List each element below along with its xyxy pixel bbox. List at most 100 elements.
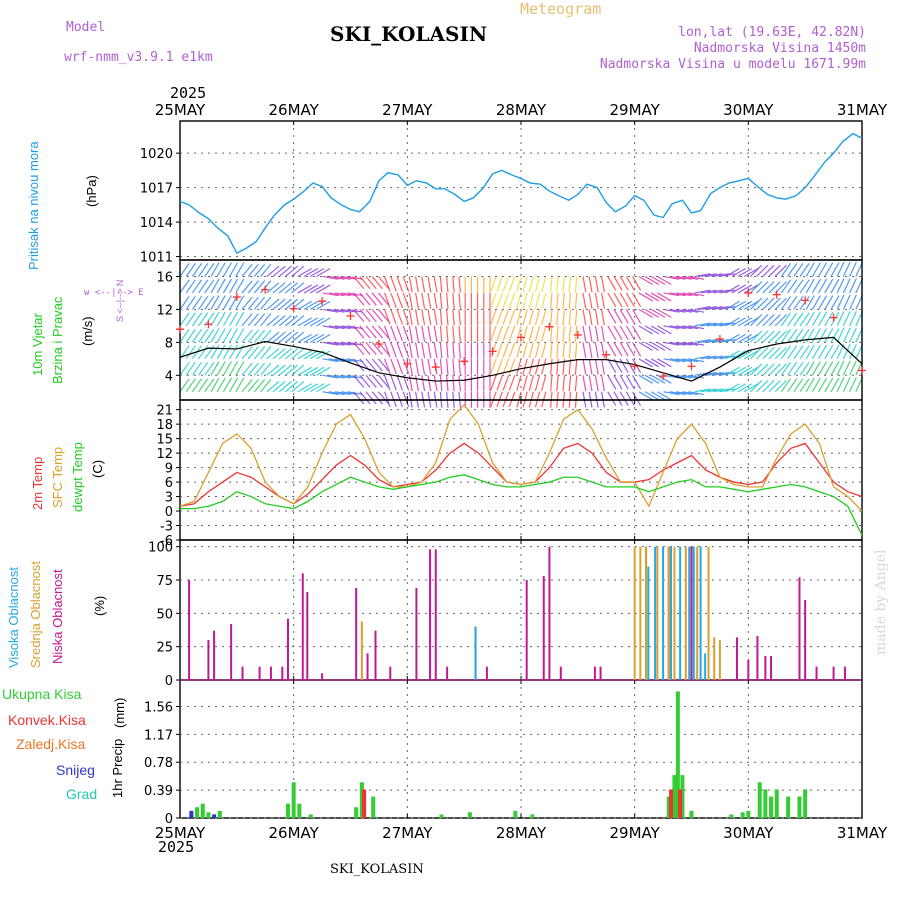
wind-barb: [490, 358, 497, 375]
wind-barb: [359, 374, 371, 388]
wind-barb: [377, 292, 390, 306]
wind-barb: [756, 363, 769, 376]
wind-barb: [396, 276, 404, 292]
precip-bar: [530, 814, 535, 818]
wind-barb: [516, 309, 522, 326]
wind-barb: [185, 361, 196, 376]
wind-barb: [787, 312, 798, 327]
precip-bar: [803, 789, 808, 818]
wind-barb: [496, 276, 503, 292]
temp-2m-line: [179, 442, 863, 507]
low-cloud-bar: [366, 653, 369, 680]
wind-barb: [303, 300, 319, 310]
wind-barb: [706, 388, 723, 393]
wind-barb: [253, 296, 266, 310]
wind-barb: [632, 309, 642, 324]
wind-barb: [743, 284, 759, 294]
wind-barb: [619, 292, 629, 308]
wind-barb: [762, 347, 775, 360]
precip-bar: [206, 812, 211, 818]
wind-barb: [682, 358, 699, 363]
wind-barb: [408, 309, 413, 326]
wind-barb: [278, 265, 292, 277]
wind-barb: [516, 325, 522, 342]
wind-barb: [663, 341, 680, 346]
wind-barb: [402, 276, 410, 292]
wind-gust-marker: [659, 372, 668, 381]
wind-barb: [247, 313, 259, 327]
wind-barb: [446, 358, 449, 375]
wind-barb: [594, 276, 599, 293]
wind-barb: [490, 292, 497, 309]
wind-barb: [297, 333, 312, 343]
wind-barb: [675, 325, 692, 330]
wind-barb: [516, 276, 522, 293]
precip-bar: [195, 807, 200, 818]
wind-barb: [341, 308, 358, 313]
wind-barb: [657, 292, 672, 302]
wind-barb: [582, 358, 587, 375]
wind-barb: [849, 311, 857, 327]
wind-barb: [574, 292, 578, 309]
wind-barb: [191, 361, 203, 376]
y-tick-label: 0: [165, 674, 173, 689]
wind-barb: [799, 279, 810, 294]
x-date-top: 26MAY: [269, 101, 320, 119]
wind-barb: [768, 330, 781, 343]
wind-barb: [613, 374, 623, 390]
wind-barb: [439, 325, 443, 342]
wind-barb: [601, 325, 605, 342]
wind-barb: [762, 297, 775, 310]
wind-barb: [638, 308, 653, 318]
wind-barb: [799, 361, 810, 376]
wind-barb: [675, 358, 692, 363]
wind-barb: [756, 264, 769, 277]
wind-barb: [285, 348, 299, 360]
high-cloud-bar: [699, 546, 702, 680]
station-title: SKI_KOLASIN: [330, 22, 488, 46]
wind-barb: [341, 374, 358, 379]
y-tick-label: 4: [165, 369, 173, 384]
wind-barb: [762, 330, 775, 343]
wind-barb: [522, 358, 528, 375]
year-top: 2025: [170, 84, 207, 102]
wind-barb: [805, 278, 815, 294]
wind-gust-marker: [176, 325, 184, 334]
wind-barb: [365, 341, 377, 355]
wind-barb: [780, 279, 792, 294]
wind-barb: [528, 342, 534, 358]
elevation: Nadmorska Visina 1450m: [693, 41, 866, 56]
wind-barb: [619, 276, 629, 291]
wind-barb: [688, 391, 705, 396]
wind-barb: [216, 311, 226, 327]
y-tick-label: 18: [156, 418, 173, 433]
wind-barb: [568, 358, 572, 375]
wind-barb: [818, 377, 828, 393]
wind-barb: [644, 275, 660, 285]
y-tick-label: 75: [156, 574, 173, 589]
wind-barb: [216, 377, 226, 393]
y-tick-label: 0: [165, 812, 173, 827]
precip-bar: [362, 789, 367, 818]
wind-barb: [371, 292, 383, 306]
wind-barb: [185, 328, 196, 343]
wind-barb: [706, 355, 723, 360]
wind-barb: [805, 377, 815, 393]
wind-barb: [247, 346, 259, 360]
wind-barb: [644, 292, 660, 302]
wind-barb: [433, 342, 438, 359]
x-date-bottom: 27MAY: [382, 824, 433, 842]
high-cloud-bar: [670, 546, 673, 680]
wind-barb: [390, 276, 397, 292]
wind-barb: [272, 331, 286, 343]
wind-barb: [731, 350, 746, 360]
wind-barb: [222, 262, 232, 277]
wind-barb: [508, 375, 516, 391]
wind-barb: [836, 311, 845, 327]
wind-barb: [291, 348, 305, 360]
model-label: Model: [66, 20, 106, 35]
wind-barb: [805, 262, 815, 277]
wind-barb: [353, 309, 365, 323]
wind-barb: [359, 325, 371, 339]
wind-barb: [830, 361, 840, 376]
